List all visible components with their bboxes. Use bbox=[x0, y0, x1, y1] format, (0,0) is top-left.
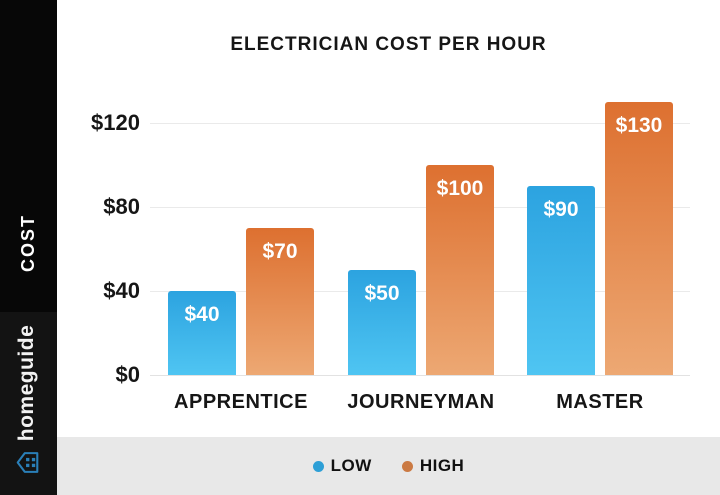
y-tick-40: $40 bbox=[103, 278, 140, 303]
category-label-master: MASTER bbox=[556, 391, 644, 413]
y-axis-title: COST bbox=[18, 214, 38, 273]
sidebar: COST homeguide bbox=[0, 0, 57, 495]
bar-value-label: $130 bbox=[615, 114, 663, 137]
brand-name: homeguide bbox=[15, 324, 38, 442]
category-label-journeyman: JOURNEYMAN bbox=[347, 391, 495, 413]
bar-value-label: $70 bbox=[262, 240, 298, 263]
bar-value-label: $40 bbox=[184, 303, 220, 326]
cost-axis-band bbox=[0, 0, 57, 312]
category-label-apprentice: APPRENTICE bbox=[174, 391, 308, 413]
x-axis-baseline bbox=[150, 375, 690, 376]
legend-bar: LOW HIGH bbox=[57, 437, 720, 495]
gridline-120 bbox=[150, 123, 690, 124]
y-tick-80: $80 bbox=[103, 194, 140, 219]
chart-title: ELECTRICIAN COST PER HOUR bbox=[230, 34, 547, 55]
bar-apprentice-low: $40 bbox=[168, 291, 236, 375]
bar-master-high: $130 bbox=[605, 102, 673, 375]
gridline-40 bbox=[150, 291, 690, 292]
legend-item-low: LOW bbox=[312, 456, 372, 476]
y-tick-120: $120 bbox=[91, 110, 140, 135]
bar-value-label: $50 bbox=[364, 282, 400, 305]
legend-item-high: HIGH bbox=[401, 456, 465, 476]
bar-value-label: $90 bbox=[543, 198, 579, 221]
bar-master-low: $90 bbox=[527, 186, 595, 375]
gridline-80 bbox=[150, 207, 690, 208]
legend-swatch-low-icon bbox=[312, 460, 324, 472]
homeguide-logo: homeguide bbox=[13, 325, 41, 474]
bar-journeyman-low: $50 bbox=[348, 270, 416, 375]
legend-swatch-high-icon bbox=[401, 460, 413, 472]
legend-label-low: LOW bbox=[330, 456, 372, 475]
y-tick-0: $0 bbox=[115, 362, 140, 387]
bar-value-label: $100 bbox=[436, 177, 484, 200]
homeguide-house-icon bbox=[16, 452, 38, 474]
bar-apprentice-high: $70 bbox=[246, 228, 314, 375]
bar-journeyman-high: $100 bbox=[426, 165, 494, 375]
legend-label-high: HIGH bbox=[419, 456, 465, 475]
